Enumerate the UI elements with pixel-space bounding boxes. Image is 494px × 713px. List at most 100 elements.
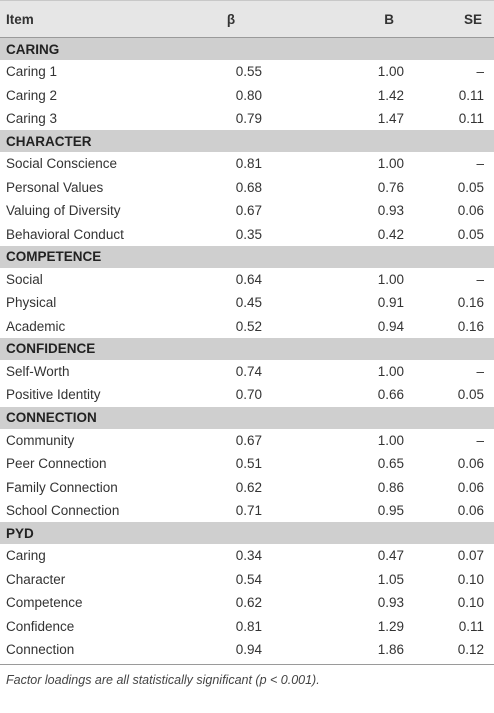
cell-item: Valuing of Diversity: [6, 203, 121, 219]
cell-b: 1.00: [377, 156, 404, 172]
table-row: Family Connection 0.62 0.86 0.06: [0, 475, 494, 498]
cell-beta: 0.54: [235, 571, 262, 587]
header-item: Item: [6, 11, 34, 27]
cell-b: 1.05: [377, 571, 404, 587]
table-row: Caring 0.34 0.47 0.07: [0, 544, 494, 567]
table-row: Connection 0.94 1.86 0.12: [0, 638, 494, 661]
table-row: Self-Worth 0.74 1.00 –: [0, 360, 494, 383]
section-header: PYD: [0, 522, 494, 545]
table-row: Confidence 0.81 1.29 0.11: [0, 614, 494, 637]
cell-item: Competence: [6, 595, 83, 611]
table-row: Positive Identity 0.70 0.66 0.05: [0, 383, 494, 406]
cell-item: Academic: [6, 318, 66, 334]
cell-se: 0.06: [457, 456, 484, 472]
cell-beta: 0.52: [235, 318, 262, 334]
table-body: CARING Caring 1 0.55 1.00 – Caring 2 0.80 1.42 0…: [0, 38, 494, 661]
cell-b: 1.00: [377, 64, 404, 80]
header-se: SE: [463, 11, 482, 27]
table-row: Valuing of Diversity 0.67 0.93 0.06: [0, 199, 494, 222]
cell-beta: 0.94: [235, 642, 262, 657]
cell-beta: 0.81: [235, 618, 262, 634]
cell-beta: 0.74: [235, 364, 262, 380]
cell-beta: 0.62: [235, 479, 262, 495]
header-beta: β: [226, 11, 236, 27]
cell-item: School Connection: [6, 503, 120, 519]
section-header: CONNECTION: [0, 406, 494, 429]
cell-beta: 0.62: [235, 595, 262, 611]
cell-beta: 0.80: [235, 87, 262, 103]
cell-item: Caring 3: [6, 110, 58, 126]
cell-beta: 0.67: [235, 432, 262, 448]
cell-b: 0.94: [377, 318, 404, 334]
cell-beta: 0.68: [235, 179, 262, 195]
cell-se: 0.16: [457, 318, 484, 334]
cell-item: Behavioral Conduct: [6, 226, 124, 242]
cell-b: 0.47: [377, 548, 404, 564]
cell-item: Self-Worth: [6, 364, 70, 380]
table-row: Social Conscience 0.81 1.00 –: [0, 152, 494, 175]
cell-se: 0.11: [458, 87, 484, 103]
cell-se: 0.11: [458, 618, 484, 634]
cell-beta: 0.67: [235, 203, 262, 219]
cell-item: Family Connection: [6, 479, 118, 495]
table-row: Community 0.67 1.00 –: [0, 429, 494, 452]
cell-b: 1.00: [377, 271, 404, 287]
cell-se: –: [476, 364, 484, 380]
cell-b: 0.42: [377, 226, 404, 242]
table-bottom-rule: [0, 664, 494, 666]
cell-b: 1.47: [377, 110, 404, 126]
table-header: Item β B SE: [0, 0, 494, 38]
table-row: Competence 0.62 0.93 0.10: [0, 591, 494, 614]
cell-se: 0.10: [457, 571, 484, 587]
cell-b: 0.76: [377, 179, 404, 195]
cell-se: –: [476, 271, 484, 287]
cell-b: 1.86: [377, 642, 404, 657]
cell-beta: 0.35: [235, 226, 262, 242]
factor-loadings-table: Item β B SE CARING Caring 1 0.55 1.00– Carin…: [0, 0, 494, 688]
cell-item: Caring 2: [6, 87, 58, 103]
table-footnote: Factor loadings are all statistically si…: [6, 673, 320, 688]
cell-beta: 0.64: [235, 271, 262, 287]
table-row: Behavioral Conduct 0.35 0.42 0.05: [0, 222, 494, 245]
table-row: Academic 0.52 0.94 0.16: [0, 315, 494, 338]
cell-b: 1.00: [377, 364, 404, 380]
section-header: CARING: [0, 38, 494, 60]
cell-b: 0.91: [377, 295, 404, 311]
cell-beta: 0.34: [235, 548, 262, 564]
cell-se: 0.10: [457, 595, 484, 611]
cell-b: 0.95: [377, 503, 404, 519]
cell-b: 1.42: [377, 87, 404, 103]
table-row: Physical 0.45 0.91 0.16: [0, 291, 494, 314]
table-row: School Connection 0.71 0.95 0.06: [0, 499, 494, 522]
section-header: CONFIDENCE: [0, 337, 494, 360]
table-row: Social 0.64 1.00 –: [0, 268, 494, 291]
cell-se: –: [476, 64, 484, 80]
cell-b: 1.00: [377, 432, 404, 448]
cell-se: 0.06: [457, 203, 484, 219]
cell-b: 0.93: [377, 203, 404, 219]
cell-b: 0.65: [377, 456, 404, 472]
cell-beta: 0.55: [235, 64, 262, 80]
cell-item: Social: [6, 271, 43, 287]
cell-se: 0.16: [457, 295, 484, 311]
cell-se: 0.06: [457, 479, 484, 495]
cell-beta: 0.79: [235, 110, 262, 126]
cell-beta: 0.51: [235, 456, 262, 472]
cell-beta: 0.45: [235, 295, 262, 311]
cell-item: Positive Identity: [6, 387, 101, 403]
cell-beta: 0.70: [235, 387, 262, 403]
cell-item: Personal Values: [6, 179, 104, 195]
cell-se: –: [476, 432, 484, 448]
cell-item: Caring: [6, 548, 46, 564]
cell-se: 0.07: [457, 548, 484, 564]
cell-item: Connection: [6, 642, 75, 657]
cell-se: 0.05: [457, 226, 484, 242]
cell-se: 0.11: [458, 110, 484, 126]
cell-item: Physical: [6, 295, 57, 311]
table-row: Caring 3 0.79 1.47 0.11: [0, 107, 494, 130]
cell-beta: 0.71: [235, 503, 262, 519]
cell-item: Peer Connection: [6, 456, 107, 472]
table-row: Peer Connection 0.51 0.65 0.06: [0, 452, 494, 475]
table-row: Caring 2 0.80 1.42 0.11: [0, 83, 494, 106]
cell-se: 0.05: [457, 179, 484, 195]
